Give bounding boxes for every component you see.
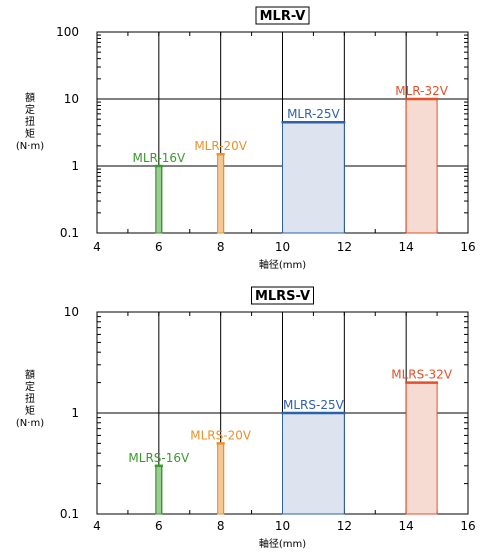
x-tick-label: 12 [337,519,352,533]
x-tick-label: 12 [337,240,352,254]
bar-label: MLR-32V [395,84,448,98]
bar-label: MLRS-25V [283,398,345,412]
y-tick-label: 0.1 [60,507,79,521]
bar-mlr-16v [155,165,163,234]
y-axis-label: (N·m) [16,141,44,152]
y-axis-label: 額 [25,91,35,104]
y-tick-label: 1 [71,159,79,173]
bar-label: MLR-25V [287,107,340,121]
bar-label: MLRS-20V [190,428,252,442]
x-tick-label: 8 [217,240,225,254]
x-tick-label: 4 [93,240,101,254]
y-axis-label: 矩 [25,404,35,417]
chart-title: MLR-V [260,9,306,24]
chart-title-box [255,6,310,25]
x-axis-label: 軸径(mm) [259,537,306,550]
x-tick-label: 4 [93,519,101,533]
y-tick-label: 100 [56,25,79,39]
x-tick-label: 10 [275,240,290,254]
x-tick-label: 6 [155,519,163,533]
y-axis-label: (N·m) [16,418,44,429]
bar-mlr-20v [217,153,225,234]
y-axis-label: 額 [25,368,35,381]
x-tick-label: 16 [460,519,475,533]
x-tick-label: 6 [155,240,163,254]
y-axis-label: 定 [25,380,35,393]
y-axis-label: 矩 [25,127,35,140]
y-tick-label: 10 [64,92,79,106]
bar-label: MLRS-32V [391,368,453,382]
bar-label: MLRS-16V [128,451,190,465]
y-axis-label: 定 [25,103,35,116]
bar-label: MLR-20V [194,139,247,153]
y-axis-label: 扭 [25,392,35,405]
chart-1: MLR-V 4 6 8 10 12 14 16 100 10 1 0.1 MLR-16V MLR-20V M… [16,6,476,271]
x-tick-label: 14 [399,519,414,533]
bar-mlrs-25v [282,412,345,515]
x-tick-label: 16 [460,240,475,254]
bar-mlr-25v [282,121,345,234]
y-axis-label: 扭 [25,115,35,128]
bar-mlr-32v [405,98,438,234]
bar-label: MLR-16V [132,151,185,165]
x-axis-label: 軸径(mm) [259,258,306,271]
y-tick-label: 10 [64,305,79,319]
bar-mlrs-20v [217,442,225,515]
chart-title-box [251,286,314,305]
x-tick-label: 14 [399,240,414,254]
bar-mlrs-32v [405,382,438,515]
bar-mlrs-16v [155,465,163,515]
x-tick-label: 10 [275,519,290,533]
x-tick-label: 8 [217,519,225,533]
chart-title: MLRS-V [255,289,310,304]
y-tick-label: 1 [71,406,79,420]
y-tick-label: 0.1 [60,226,79,240]
